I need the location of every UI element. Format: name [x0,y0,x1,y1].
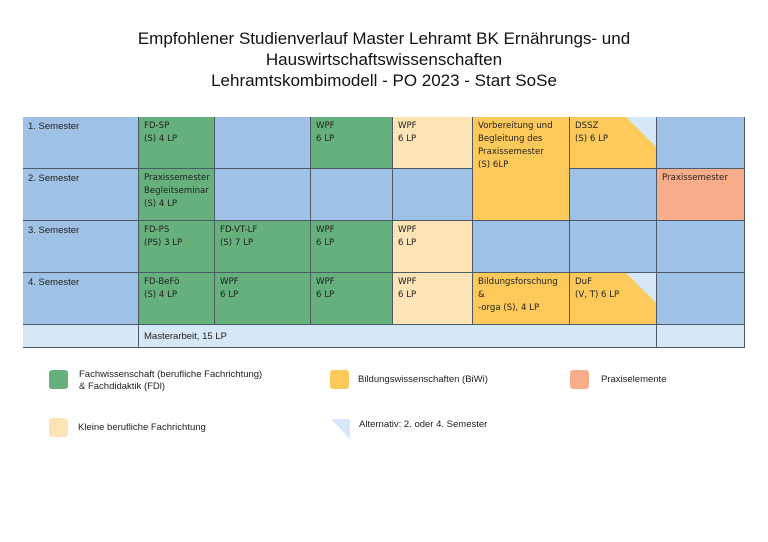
module-fd-vt-lf: FD-VT-LF (S) 7 LP [215,221,311,273]
alternative-semester-marker-icon [626,117,656,147]
empty-cell [657,325,745,348]
module-wpf: WPF 6 LP [311,273,393,325]
semester-4-label: 4. Semester [23,273,139,325]
empty-cell [215,117,311,169]
study-plan-table: 1. Semester FD-SP (S) 4 LP WPF 6 LP WPF … [23,117,745,348]
legend-alternativ: Alternativ: 2. oder 4. Semester [359,419,488,430]
module-dssz: DSSZ (S) 6 LP [570,117,657,169]
module-fd-befo: FD-BeFö (S) 4 LP [139,273,215,325]
page-title-line-1: Empfohlener Studienverlauf Master Lehram… [137,29,631,48]
empty-cell [657,117,745,169]
module-vorbereitung-praxissemester: Vorbereitung und Begleitung des Praxisse… [473,117,570,221]
module-wpf-kleine: WPF 6 LP [393,221,473,273]
module-fd-sp: FD-SP (S) 4 LP [139,117,215,169]
legend-swatch-biwi [330,370,349,389]
legend-biwi: Bildungswissenschaften (BiWi) [358,374,488,385]
module-duf-label: DuF (V, T) 6 LP [575,277,620,300]
empty-cell [657,273,745,325]
semester-1-label: 1. Semester [23,117,139,169]
legend-swatch-fachwissenschaft [49,370,68,389]
module-dssz-label: DSSZ (S) 6 LP [575,121,609,144]
module-wpf-kleine: WPF 6 LP [393,117,473,169]
module-bildungsforschung: Bildungsforschung & -orga (S), 4 LP [473,273,570,325]
module-fd-ps: FD-PS (PS) 3 LP [139,221,215,273]
empty-cell [23,325,139,348]
module-masterarbeit: Masterarbeit, 15 LP [139,325,657,348]
semester-3-label: 3. Semester [23,221,139,273]
empty-cell [657,221,745,273]
empty-cell [473,221,570,273]
module-duf: DuF (V, T) 6 LP [570,273,657,325]
module-wpf-kleine: WPF 6 LP [393,273,473,325]
legend-swatch-praxis [570,370,589,389]
page-title-line-3: Lehramtskombimodell - PO 2023 - Start So… [211,71,557,90]
empty-cell [215,169,311,221]
legend-triangle-icon [331,419,350,439]
legend-praxis: Praxiselemente [601,374,667,385]
module-praxissemester-begleitseminar: Praxissemester Begleitseminar (S) 4 LP [139,169,215,221]
module-wpf: WPF 6 LP [311,117,393,169]
empty-cell [570,221,657,273]
module-wpf: WPF 6 LP [215,273,311,325]
legend-kleine: Kleine berufliche Fachrichtung [78,422,206,433]
page-title-line-2: Hauswirtschaftswissenschaften [265,50,503,69]
semester-2-label: 2. Semester [23,169,139,221]
empty-cell [311,169,393,221]
empty-cell [393,169,473,221]
legend-fachwissenschaft: Fachwissenschaft (berufliche Fachrichtun… [79,369,263,392]
module-wpf: WPF 6 LP [311,221,393,273]
alternative-semester-marker-icon [626,273,656,303]
empty-cell [570,169,657,221]
module-praxissemester: Praxissemester [657,169,745,221]
legend-swatch-kleine [49,418,68,437]
